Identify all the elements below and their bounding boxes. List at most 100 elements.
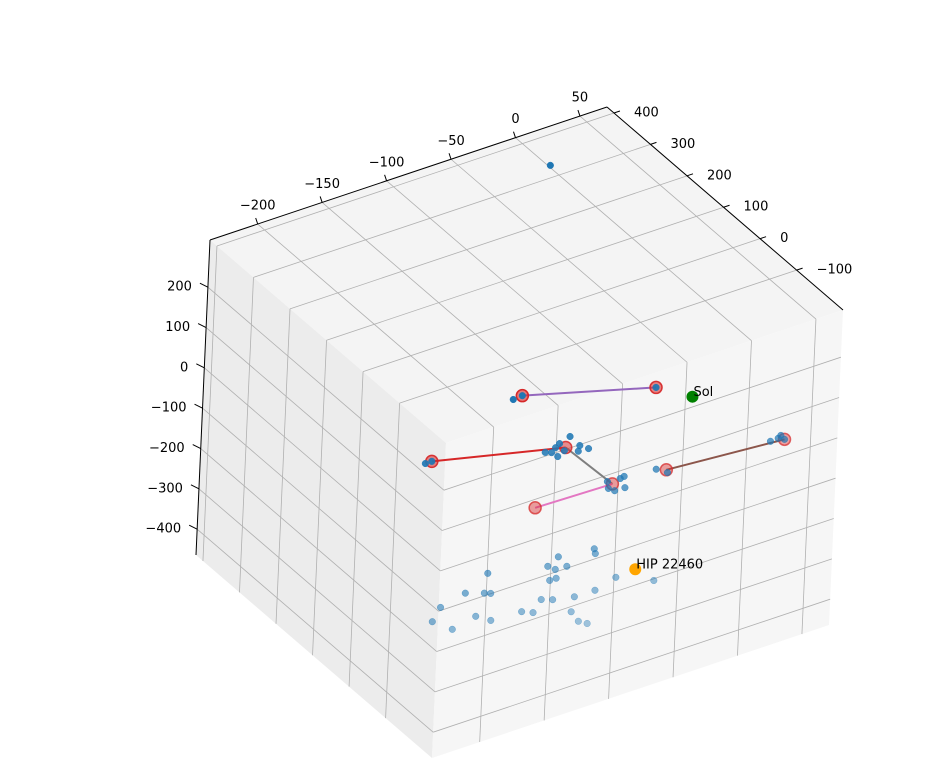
point [604,484,612,492]
grid-line [433,598,831,733]
grid-line [441,397,840,531]
grid-line [515,137,752,341]
tick-mark [196,363,205,369]
grid-line [434,558,833,693]
grid-line [579,115,817,320]
grid-line [312,340,327,656]
grid-line [608,383,623,699]
grid-line [436,518,834,652]
point [518,608,526,616]
tick-mark [759,236,767,240]
point [560,447,568,455]
grid-line [362,238,761,373]
grid-line [440,437,838,572]
z-tick-label: −200 [149,441,185,456]
tick-mark [650,141,657,145]
x-tick-label: 0 [511,112,519,127]
point [554,553,562,561]
y-tick-label: 200 [707,168,732,183]
point [611,487,619,495]
point [583,619,591,628]
point [428,457,436,465]
x-tick-label: 50 [572,91,589,106]
x-tick-label: −100 [369,155,405,170]
point [620,472,628,480]
x-tick-label: −150 [304,177,340,192]
pane-left [196,240,446,758]
grid-line [479,427,495,743]
point [585,445,593,453]
grid-line [399,269,797,404]
point [766,437,775,445]
grid-line [450,158,688,363]
point [509,395,517,404]
grid-line [205,327,443,531]
connection-line [565,446,613,485]
connection-line [534,482,613,509]
z-tick-label: −100 [151,401,187,416]
point [554,452,562,461]
grid-line [289,175,688,310]
grid-line [275,308,291,624]
tick-mark [384,174,388,181]
grid-line [672,362,688,678]
point [448,625,456,633]
tick-mark [577,109,581,117]
point [484,569,492,577]
point [650,576,658,585]
grid-line [198,488,436,693]
point [487,616,495,624]
point [537,595,545,604]
tick-mark [513,131,516,138]
point [652,383,660,391]
point [566,432,574,441]
point [603,478,611,486]
grid-line [202,407,439,612]
y-tick-label: 100 [744,200,769,215]
grid-line [326,206,724,341]
point [574,447,582,455]
point [567,608,575,616]
y-axis-line [606,106,844,311]
point [621,484,629,492]
tick-mark [192,444,201,449]
tick-mark [190,484,200,490]
point [544,562,552,570]
grid-line [200,448,437,652]
tick-mark [197,323,207,328]
point [461,589,469,597]
grid-line [204,367,441,572]
point [437,603,445,611]
point [591,550,599,558]
point [551,565,559,573]
z-tick-label: 0 [180,360,188,375]
point [612,573,620,581]
grid-line [386,180,623,385]
annotation-label: Sol [693,385,713,400]
x-tick-label: −50 [437,134,464,149]
point [546,576,554,584]
grid-line [438,477,836,612]
y-tick-label: −100 [817,263,853,278]
point [472,612,480,620]
point [548,449,556,457]
grid-line [801,319,817,635]
point [549,596,557,604]
highlight-point [528,501,542,515]
tick-mark [199,282,209,288]
grid-line [385,403,401,719]
point [546,161,554,169]
grid-line [737,340,752,656]
point [570,593,578,601]
point [529,609,537,617]
grid-line [321,202,559,406]
point [421,459,429,468]
pane-top [210,107,843,443]
grid-line [216,112,615,247]
grid-line [257,223,494,428]
point [428,618,436,626]
grid-line [196,528,434,733]
grid-line [207,286,445,491]
annotation-point [686,390,699,403]
connection-line [522,386,657,397]
